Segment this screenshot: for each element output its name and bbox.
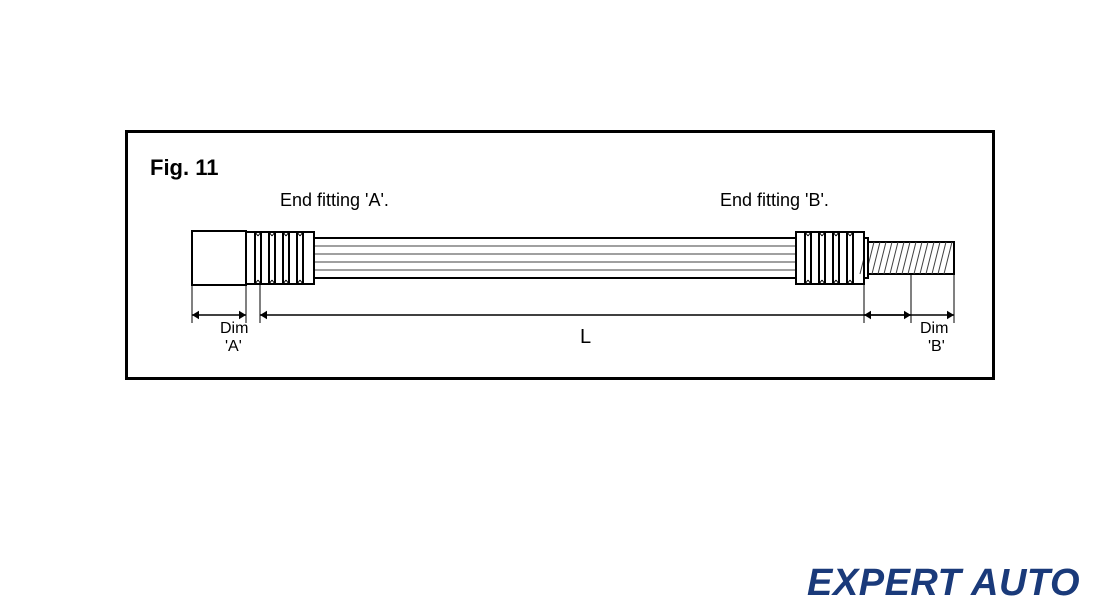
end-fitting-b-label: End fitting 'B'. [720,190,829,211]
watermark-text: EXPERT AUTO [807,562,1080,605]
figure-label: Fig. 11 [150,155,218,181]
end-fitting-a-label: End fitting 'A'. [280,190,389,211]
dim-a-label-bottom: 'A' [225,338,242,356]
page: Fig. 11 End fitting 'A'. End fitting 'B'… [0,0,1100,615]
diagram-svg [0,0,1100,615]
dim-l-label: L [580,326,591,349]
dim-a-label-top: Dim [220,320,248,338]
dim-b-label-bottom: 'B' [928,338,945,356]
dim-b-label-top: Dim [920,320,948,338]
